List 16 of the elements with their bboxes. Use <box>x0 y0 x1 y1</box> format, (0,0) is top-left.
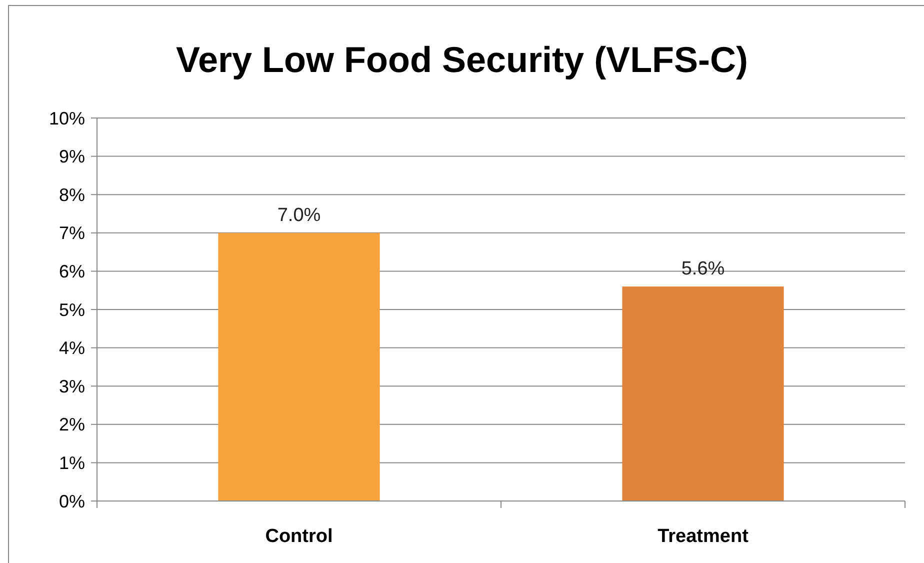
x-tick-label: Control <box>265 526 333 547</box>
data-label: 7.0% <box>277 204 321 226</box>
y-tick-label: 8% <box>58 184 85 205</box>
y-tick-label: 2% <box>58 414 85 435</box>
y-tick-label: 0% <box>58 491 85 512</box>
y-tick-label: 6% <box>58 262 85 282</box>
y-tick-label: 9% <box>58 146 85 167</box>
y-tick-label: 7% <box>58 223 85 244</box>
y-tick-label: 1% <box>58 453 85 473</box>
y-tick-label: 5% <box>58 300 85 320</box>
y-tick-label: 10% <box>48 108 85 128</box>
y-tick-label: 3% <box>58 376 85 396</box>
y-tick-label: 4% <box>58 338 85 358</box>
x-tick-label: Treatment <box>658 526 750 547</box>
chart-title: Very Low Food Security (VLFS-C) <box>176 39 748 80</box>
data-label: 5.6% <box>681 258 725 280</box>
